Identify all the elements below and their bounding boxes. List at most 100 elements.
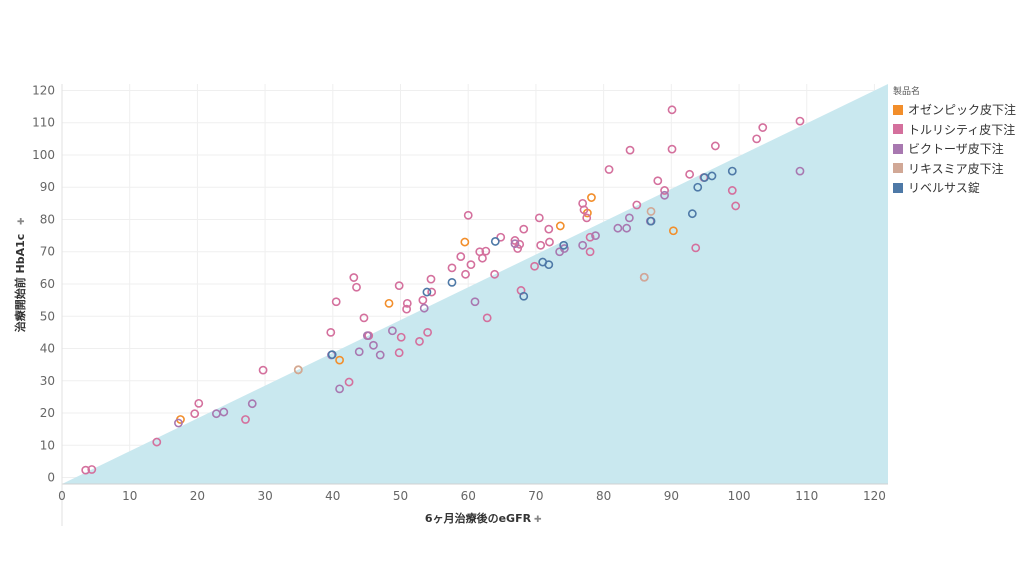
data-point[interactable] [463, 210, 473, 220]
data-point[interactable] [402, 298, 412, 308]
data-point[interactable] [585, 247, 595, 257]
data-point[interactable] [81, 465, 91, 475]
data-point[interactable] [335, 355, 344, 365]
data-point[interactable] [384, 298, 394, 308]
data-point[interactable] [731, 201, 741, 211]
data-point[interactable] [579, 205, 589, 215]
data-point[interactable] [478, 253, 487, 263]
legend-item-rybelsus[interactable]: リベルサス錠 [893, 178, 1021, 198]
data-point[interactable] [327, 350, 337, 360]
data-point[interactable] [668, 226, 678, 236]
data-point[interactable] [660, 190, 669, 200]
data-point[interactable] [194, 398, 204, 408]
data-point[interactable] [456, 252, 466, 261]
data-point[interactable] [591, 231, 600, 241]
data-point[interactable] [426, 274, 436, 284]
data-point[interactable] [466, 260, 476, 270]
data-point[interactable] [519, 291, 529, 301]
data-point[interactable] [544, 224, 554, 234]
data-point[interactable] [559, 240, 569, 250]
data-point[interactable] [219, 407, 229, 417]
data-point[interactable] [349, 273, 359, 282]
data-point[interactable] [632, 200, 642, 210]
data-point[interactable] [418, 295, 428, 305]
data-point[interactable] [362, 331, 372, 341]
data-point[interactable] [496, 232, 506, 242]
data-point[interactable] [326, 327, 336, 337]
data-point[interactable] [727, 166, 737, 176]
data-point[interactable] [247, 399, 257, 409]
data-point[interactable] [396, 332, 406, 342]
data-point[interactable] [667, 105, 677, 115]
data-point[interactable] [515, 239, 525, 249]
data-point[interactable] [293, 365, 303, 375]
x-axis-pin-icon[interactable]: ✚ [534, 515, 542, 525]
data-point[interactable] [427, 287, 437, 297]
data-point[interactable] [482, 313, 492, 323]
data-point[interactable] [578, 240, 588, 250]
data-point[interactable] [387, 326, 397, 336]
data-point[interactable] [490, 237, 500, 246]
data-point[interactable] [331, 297, 341, 307]
data-point[interactable] [402, 304, 412, 314]
data-point[interactable] [646, 216, 656, 226]
data-point[interactable] [582, 213, 592, 223]
data-point[interactable] [555, 221, 565, 231]
data-point[interactable] [447, 263, 457, 273]
data-point[interactable] [519, 224, 529, 234]
data-point[interactable] [354, 347, 364, 357]
data-point[interactable] [795, 116, 805, 126]
legend-item-victoza[interactable]: ビクトーザ皮下注 [893, 139, 1021, 159]
data-point[interactable] [422, 287, 432, 297]
data-point[interactable] [460, 237, 470, 247]
data-point[interactable] [419, 303, 429, 313]
data-point[interactable] [687, 209, 697, 219]
data-point[interactable] [758, 123, 768, 132]
data-point[interactable] [534, 213, 544, 223]
data-point[interactable] [447, 277, 457, 287]
data-point[interactable] [710, 141, 720, 151]
data-point[interactable] [352, 282, 361, 292]
data-point[interactable] [639, 272, 649, 282]
data-point[interactable] [335, 384, 344, 394]
data-point[interactable] [587, 193, 596, 202]
data-point[interactable] [691, 243, 701, 253]
data-point[interactable] [510, 239, 520, 249]
data-point[interactable] [752, 134, 762, 144]
data-point[interactable] [624, 213, 634, 223]
data-point[interactable] [667, 144, 677, 154]
data-point[interactable] [490, 269, 500, 279]
data-point[interactable] [481, 246, 491, 256]
data-point[interactable] [693, 182, 703, 192]
data-point[interactable] [190, 409, 200, 419]
data-point[interactable] [727, 186, 737, 195]
legend-item-ozempic[interactable]: オゼンピック皮下注 [893, 100, 1021, 120]
data-point[interactable] [685, 169, 695, 179]
data-point[interactable] [344, 377, 354, 387]
data-point[interactable] [241, 415, 250, 424]
data-point[interactable] [625, 145, 635, 155]
data-point[interactable] [359, 313, 369, 323]
data-point[interactable] [174, 418, 183, 428]
data-point[interactable] [604, 165, 614, 174]
data-point[interactable] [585, 232, 595, 242]
data-point[interactable] [707, 171, 717, 181]
data-point[interactable] [622, 223, 632, 233]
data-point[interactable] [375, 350, 385, 360]
legend-item-lyxumia[interactable]: リキスミア皮下注 [893, 159, 1021, 179]
data-point[interactable] [394, 348, 404, 358]
legend-item-trulicity[interactable]: トルリシティ皮下注 [893, 120, 1021, 140]
data-point[interactable] [369, 340, 378, 350]
data-point[interactable] [258, 365, 268, 375]
data-point[interactable] [660, 186, 669, 195]
data-point[interactable] [394, 281, 404, 291]
data-point[interactable] [613, 223, 623, 233]
data-point[interactable] [545, 237, 554, 247]
data-point[interactable] [536, 240, 546, 250]
data-point[interactable] [795, 166, 805, 176]
data-point[interactable] [87, 465, 97, 474]
data-point[interactable] [152, 437, 162, 447]
data-point[interactable] [423, 327, 433, 337]
data-point[interactable] [461, 269, 470, 279]
y-axis-pin-icon[interactable]: ✚ [17, 217, 27, 225]
